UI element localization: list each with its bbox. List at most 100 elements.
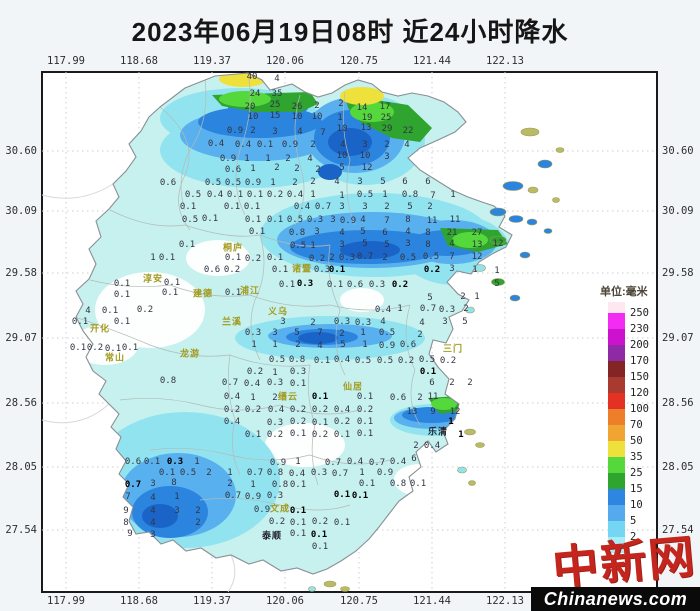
rainfall-value: 0.2 — [391, 280, 409, 290]
rainfall-value: 0.1 — [244, 430, 262, 440]
rainfall-value: 7 — [125, 492, 131, 502]
rainfall-value: 0.1 — [248, 227, 266, 237]
rainfall-value: 1 — [310, 241, 316, 251]
rainfall-value: 1 — [272, 368, 278, 378]
rainfall-value: 2 — [427, 202, 433, 212]
rainfall-value: 1 — [265, 154, 271, 164]
rainfall-value: 0.5 — [378, 328, 396, 338]
rainfall-value: 0.9 — [339, 216, 357, 226]
legend-swatch — [608, 505, 625, 521]
rainfall-value: 2 — [417, 393, 423, 403]
rainfall-value: 13 — [360, 123, 372, 133]
rainfall-value: 7 — [320, 128, 326, 138]
rainfall-value: 13 — [471, 240, 483, 250]
legend-value: 50 — [630, 435, 643, 447]
place-name: 乐清 — [427, 426, 449, 437]
rainfall-value: 20 — [244, 102, 256, 112]
rainfall-value: 10 — [247, 112, 259, 122]
rainfall-value: 0.7 — [419, 304, 437, 314]
rainfall-value: 1 — [458, 430, 464, 440]
legend-swatch — [608, 425, 625, 441]
rainfall-value: 15 — [269, 111, 281, 121]
rainfall-value: 2 — [206, 468, 212, 478]
rainfall-value: 5 — [294, 328, 300, 338]
rainfall-value: 0.1 — [224, 253, 242, 263]
x-tick-label: 119.37 — [193, 55, 231, 67]
place-name: 三门 — [442, 343, 464, 354]
rainfall-value: 5 — [339, 163, 345, 173]
legend-value: 70 — [630, 419, 643, 431]
rainfall-value: 0.3 — [306, 215, 324, 225]
rainfall-value: 0.5 — [204, 178, 222, 188]
rainfall-value: 2 — [467, 378, 473, 388]
rainfall-value: 0.1 — [351, 491, 369, 501]
rainfall-value: 3 — [272, 127, 278, 137]
rainfall-value: 4 — [274, 74, 280, 84]
rainfall-value: 1 — [250, 164, 256, 174]
rainfall-value: 1 — [194, 457, 200, 467]
rainfall-value: 0.4 — [286, 190, 304, 200]
rainfall-value: 0.1 — [311, 542, 329, 552]
rainfall-value: 0.1 — [289, 429, 307, 439]
rainfall-value: 7 — [384, 216, 390, 226]
x-tick-label: 117.99 — [47, 595, 85, 607]
legend-value: 170 — [630, 355, 649, 367]
rainfall-value: 0.3 — [354, 318, 372, 328]
rainfall-value: 0.3 — [438, 305, 456, 315]
place-name: 建德 — [192, 288, 214, 299]
rainfall-value: 0.3 — [338, 253, 356, 263]
rainfall-value: 5 — [407, 202, 413, 212]
rainfall-value: 0.3 — [266, 418, 284, 428]
rainfall-value: 0.2 — [397, 356, 415, 366]
legend-value: 150 — [630, 371, 649, 383]
rainfall-value: 0.1 — [289, 480, 307, 490]
rainfall-value: 0.1 — [311, 392, 329, 402]
rainfall-value: 0.6 — [203, 265, 221, 275]
x-tick-label: 120.75 — [340, 595, 378, 607]
rainfall-value: 5 — [427, 293, 433, 303]
rainfall-value: 1 — [270, 178, 276, 188]
rainfall-value: 1 — [272, 340, 278, 350]
rainfall-value: 0.2 — [223, 265, 241, 275]
rainfall-value: 2 — [274, 163, 280, 173]
rainfall-value: 2 — [384, 202, 390, 212]
rainfall-value: 3 — [150, 479, 156, 489]
rainfall-value: 2 — [292, 178, 298, 188]
rainfall-value: 0.4 — [374, 305, 392, 315]
legend-value: 35 — [630, 451, 643, 463]
rainfall-value: 0.7 — [224, 491, 242, 501]
rainfall-value: 1 — [382, 190, 388, 200]
rainfall-value: 0.2 — [333, 417, 351, 427]
rainfall-value: 2 — [384, 140, 390, 150]
page-title: 2023年06月19日08时 近24小时降水 — [131, 17, 569, 47]
rainfall-value: 0.2 — [266, 430, 284, 440]
rainfall-value: 6 — [382, 228, 388, 238]
rainfall-value: 0.5 — [418, 355, 436, 365]
rainfall-value: 0.1 — [113, 317, 131, 327]
y-tick-label: 29.07 — [662, 332, 694, 344]
rainfall-value: 6 — [429, 378, 435, 388]
rainfall-value: 2 — [294, 164, 300, 174]
rainfall-value: 35 — [271, 89, 283, 99]
rainfall-value: 0.1 — [271, 265, 289, 275]
rainfall-value: 3 — [442, 317, 448, 327]
rainfall-value: 0.1 — [158, 468, 176, 478]
rainfall-value: 2 — [382, 253, 388, 263]
rainfall-value: 0.4 — [223, 392, 241, 402]
rainfall-value: 3 — [174, 506, 180, 516]
rainfall-value: 0.7 — [124, 480, 142, 490]
rainfall-value: 1 — [150, 253, 156, 263]
rainfall-value: 0.2 — [268, 517, 286, 527]
rainfall-value: 17 — [379, 102, 391, 112]
rainfall-value: 3 — [339, 202, 345, 212]
rainfall-value: 0.3 — [368, 280, 386, 290]
rainfall-value: 0.1 — [328, 265, 346, 275]
rainfall-value: 1 — [251, 340, 257, 350]
legend-value: 120 — [630, 387, 649, 399]
rainfall-value: 0.2 — [311, 405, 329, 415]
rainfall-value: 0.5 — [224, 178, 242, 188]
rainfall-value: 2 — [272, 393, 278, 403]
rainfall-value: 0.3 — [166, 457, 184, 467]
place-name: 开化 — [89, 323, 111, 334]
